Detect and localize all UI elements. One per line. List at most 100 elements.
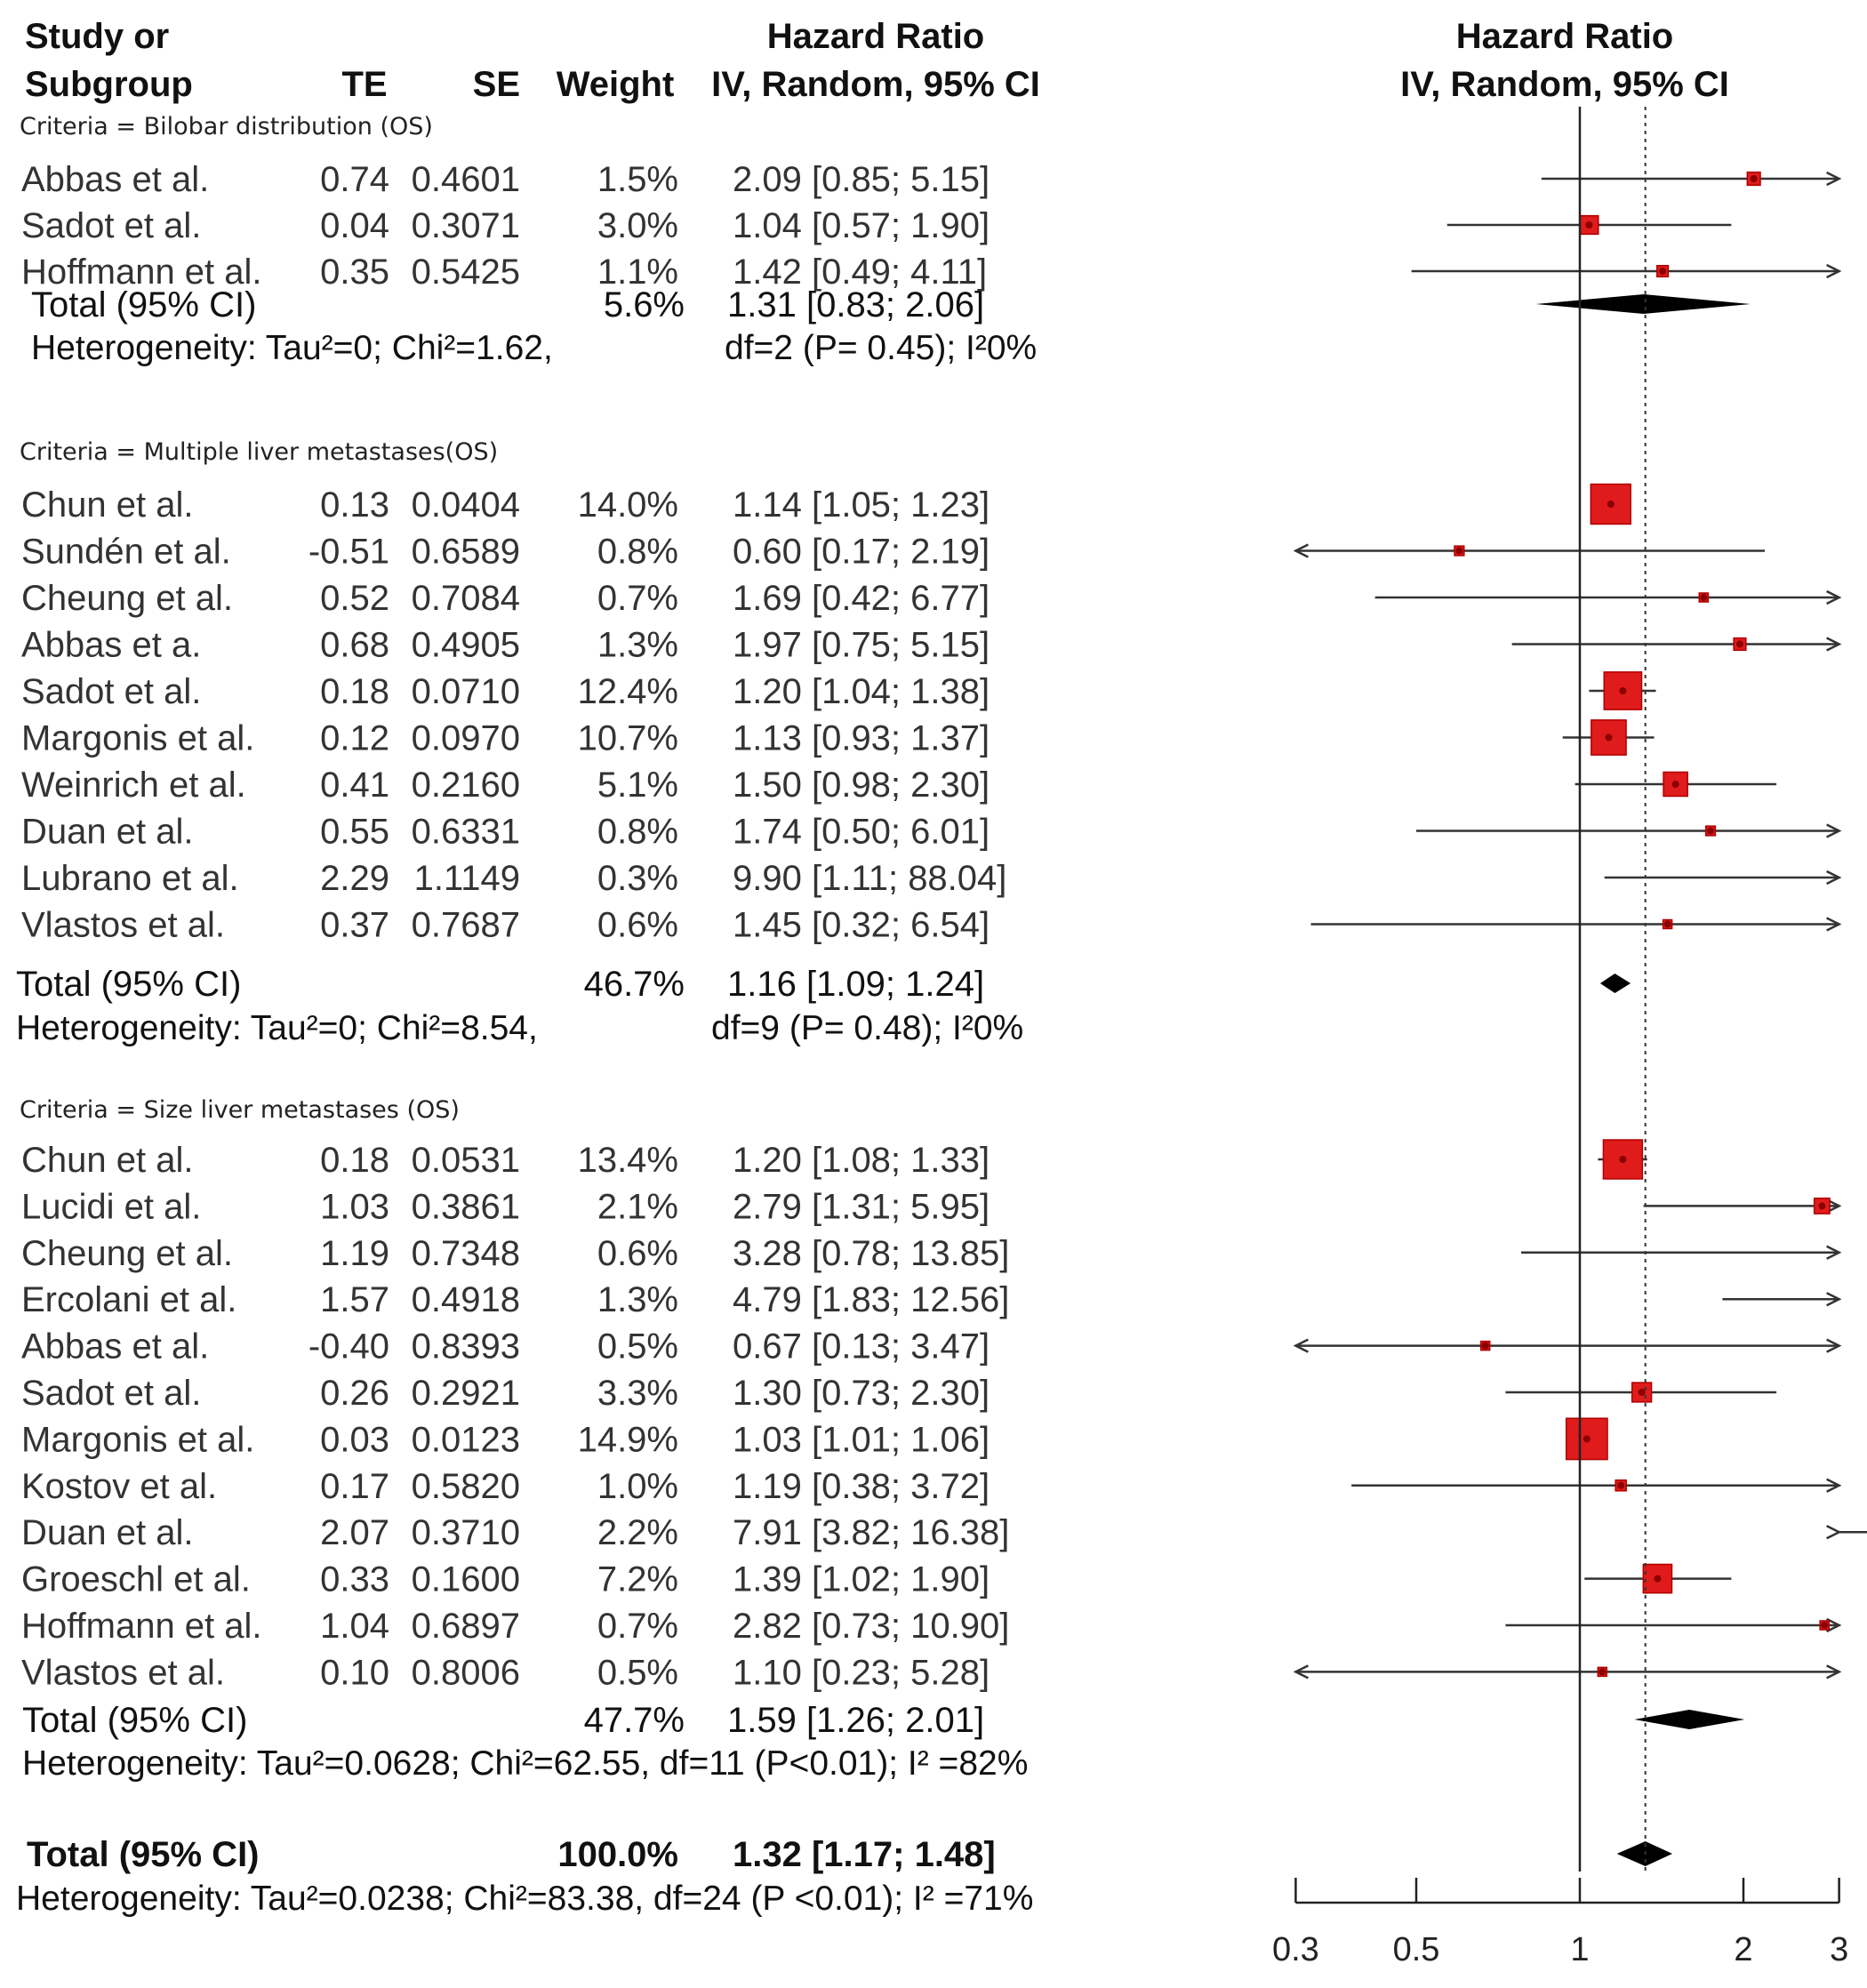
study-0-0-point <box>1750 175 1758 182</box>
study-se: 0.7084 <box>412 579 520 618</box>
subgroup-total-weight: 46.7% <box>584 965 685 1004</box>
x-tick-label: 0.5 <box>1393 1931 1440 1968</box>
study-name: Ercolani et al. <box>21 1280 236 1319</box>
study-weight: 2.1% <box>597 1187 678 1226</box>
study-0-0-arrow-right <box>1826 171 1842 187</box>
study-se: 0.3861 <box>412 1187 520 1226</box>
study-weight: 1.3% <box>597 626 678 665</box>
study-te: -0.51 <box>308 533 389 572</box>
study-ci: 1.20 [1.04; 1.38] <box>733 672 990 711</box>
study-weight: 0.5% <box>597 1327 678 1367</box>
subgroup-heterogeneity: Heterogeneity: Tau²=0; Chi²=8.54, <box>16 1009 538 1047</box>
study-weight: 14.0% <box>578 485 678 525</box>
study-name: Lubrano et al. <box>21 859 239 898</box>
subgroup-label: Criteria = Size liver metastases (OS) <box>20 1096 460 1124</box>
study-2-7-point <box>1617 1481 1625 1489</box>
study-ci: 1.42 [0.49; 4.11] <box>733 253 987 292</box>
study-1-5-point <box>1605 733 1613 741</box>
study-2-4-arrow-right <box>1826 1338 1842 1353</box>
study-name: Lucidi et al. <box>21 1187 201 1226</box>
header-se: SE <box>473 65 520 104</box>
study-ci: 1.69 [0.42; 6.77] <box>733 579 990 618</box>
forest-plot-area: 0.3 0.5 1 2 3 <box>1272 107 1867 1968</box>
study-te: 0.12 <box>320 719 389 758</box>
study-weight: 13.4% <box>578 1141 678 1180</box>
study-2-9-point <box>1654 1575 1662 1583</box>
study-te: 0.17 <box>320 1467 389 1506</box>
subgroup-total-ci: 1.59 [1.26; 2.01] <box>727 1701 984 1740</box>
study-te: 0.55 <box>320 813 389 852</box>
study-te: 0.74 <box>320 160 389 199</box>
study-se: 0.7687 <box>412 906 520 945</box>
study-2-10-point <box>1821 1622 1829 1629</box>
study-ci: 7.91 [3.82; 16.38] <box>733 1513 1009 1552</box>
study-te: 1.19 <box>320 1234 389 1273</box>
study-name: Cheung et al. <box>21 1234 233 1273</box>
study-2-11-arrow-right <box>1826 1664 1842 1679</box>
study-se: 0.3710 <box>412 1513 520 1552</box>
study-weight: 7.2% <box>597 1560 678 1599</box>
study-se: 0.0710 <box>412 672 520 711</box>
study-se: 0.0123 <box>412 1420 520 1459</box>
study-ci: 0.67 [0.13; 3.47] <box>733 1327 990 1367</box>
study-te: 2.29 <box>320 859 389 898</box>
study-name: Abbas et al. <box>21 160 209 199</box>
study-name: Vlastos et al. <box>21 906 225 945</box>
study-1-2-point <box>1700 594 1708 601</box>
study-te: 0.13 <box>320 485 389 525</box>
header-study-line2: Subgroup <box>25 65 193 104</box>
study-weight: 3.0% <box>597 206 678 245</box>
x-tick-label: 3 <box>1830 1931 1848 1968</box>
study-weight: 3.3% <box>597 1374 678 1413</box>
study-1-3-point <box>1735 640 1743 648</box>
study-weight: 14.9% <box>578 1420 678 1459</box>
study-ci: 2.82 [0.73; 10.90] <box>733 1607 1009 1646</box>
subgroup-total-weight: 47.7% <box>584 1701 685 1740</box>
study-te: 0.52 <box>320 579 389 618</box>
forest-rows: Criteria = Bilobar distribution (OS) Abba… <box>16 113 1037 1918</box>
study-se: 0.5425 <box>412 253 520 292</box>
study-te: 0.68 <box>320 626 389 665</box>
plot-header-line2: IV, Random, 95% CI <box>1400 65 1729 104</box>
study-ci: 1.74 [0.50; 6.01] <box>733 813 990 852</box>
study-name: Cheung et al. <box>21 579 233 618</box>
study-1-1-arrow-left <box>1293 543 1309 558</box>
study-weight: 1.1% <box>597 253 678 292</box>
study-1-9-arrow-right <box>1826 917 1842 932</box>
study-weight: 1.3% <box>597 1280 678 1319</box>
study-ci: 1.39 [1.02; 1.90] <box>733 1560 990 1599</box>
study-se: 0.6897 <box>412 1607 520 1646</box>
study-2-5-point <box>1638 1389 1646 1396</box>
study-se: 0.2160 <box>412 766 520 805</box>
study-te: 0.33 <box>320 1560 389 1599</box>
subgroup-heterogeneity-df: df=9 (P= 0.48); I²0% <box>711 1009 1023 1047</box>
plot-header-line1: Hazard Ratio <box>1456 17 1674 56</box>
study-2-7-arrow-right <box>1826 1478 1842 1493</box>
study-ci: 1.19 [0.38; 3.72] <box>733 1467 990 1506</box>
study-weight: 0.8% <box>597 533 678 572</box>
overall-total-ci: 1.32 [1.17; 1.48] <box>733 1835 996 1874</box>
study-1-4-point <box>1619 687 1627 694</box>
study-2-8-arrow-right <box>1826 1525 1842 1540</box>
overall-total-label: Total (95% CI) <box>27 1835 260 1874</box>
study-name: Kostov et al. <box>21 1467 217 1506</box>
study-ci: 1.03 [1.01; 1.06] <box>733 1420 990 1459</box>
header-study-line1: Study or <box>25 17 169 56</box>
subgroup-total-label: Total (95% CI) <box>31 285 256 325</box>
study-weight: 1.0% <box>597 1467 678 1506</box>
overall-total-weight: 100.0% <box>557 1835 678 1874</box>
header-weight: Weight <box>557 65 675 104</box>
study-weight: 0.5% <box>597 1653 678 1692</box>
study-te: 1.57 <box>320 1280 389 1319</box>
study-1-1-point <box>1455 547 1463 555</box>
study-te: 0.41 <box>320 766 389 805</box>
study-1-9-point <box>1663 920 1671 928</box>
study-2-1-point <box>1818 1202 1826 1210</box>
study-2-1-arrow-right <box>1826 1198 1842 1214</box>
study-name: Chun et al. <box>21 485 193 525</box>
study-ci: 9.90 [1.11; 88.04] <box>733 859 1006 898</box>
study-ci: 1.13 [0.93; 1.37] <box>733 719 990 758</box>
study-1-8-arrow-right <box>1826 870 1842 886</box>
study-te: 1.03 <box>320 1187 389 1226</box>
subgroup-total-ci: 1.16 [1.09; 1.24] <box>727 965 984 1004</box>
